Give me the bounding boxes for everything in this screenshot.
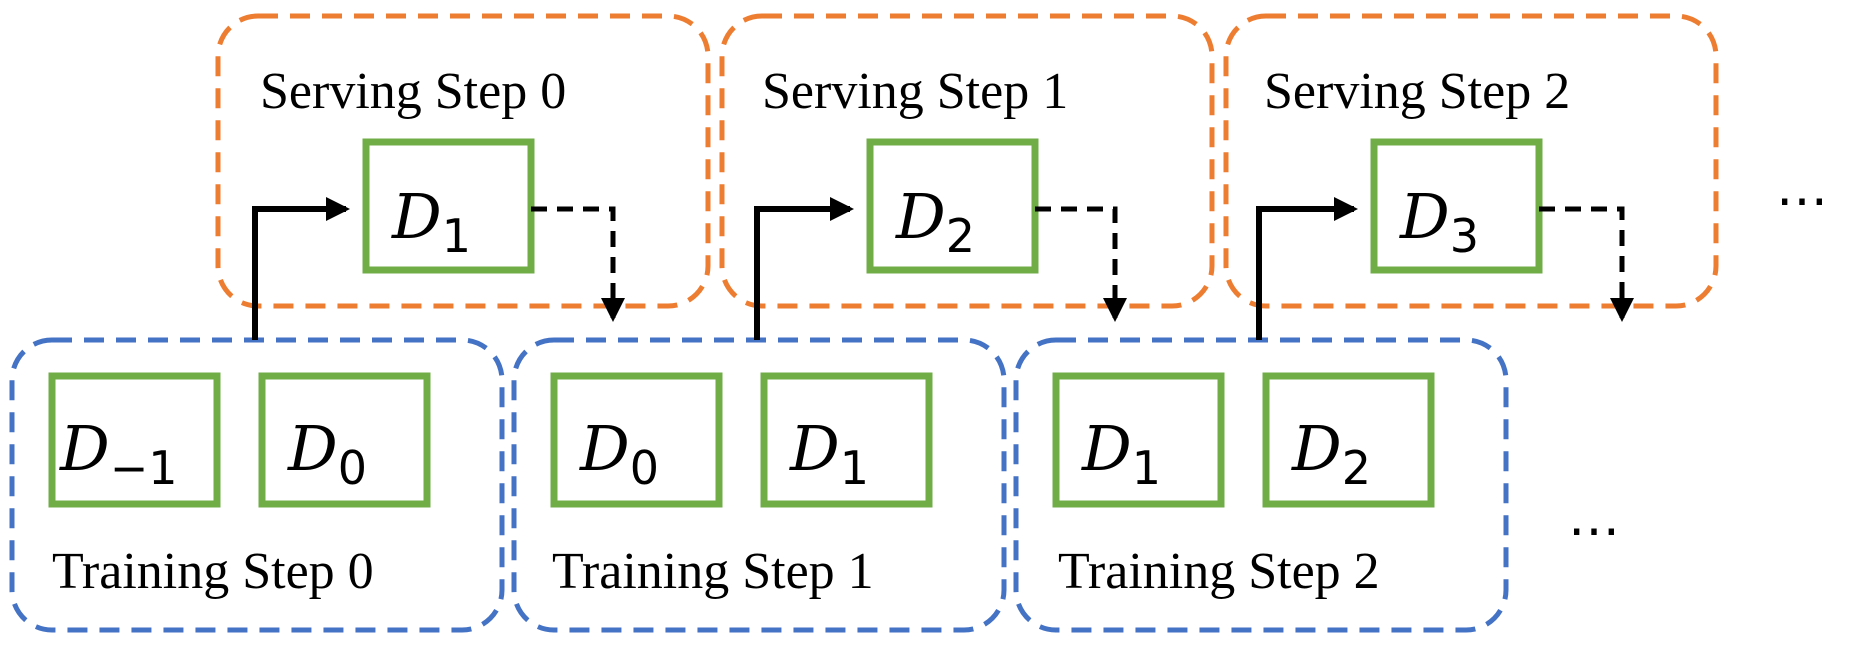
training-continuation-ellipsis: ⋯: [1568, 503, 1620, 560]
training-step-2-label: Training Step 2: [1058, 543, 1380, 600]
training-step-0: D−1 D0 Training Step 0: [9, 337, 505, 633]
serve-0-to-train-1-arrow: [531, 206, 625, 322]
serving-step-0-border: [215, 13, 711, 309]
serving-step-1-border: [719, 13, 1215, 309]
serving-step-2-label: Serving Step 2: [1264, 63, 1570, 120]
training-step-1-label: Training Step 1: [552, 543, 874, 600]
serving-step-2-data-label: D3: [1399, 180, 1479, 263]
train-2-to-serve-2-arrow: [1256, 197, 1358, 340]
serving-step-1: Serving Step 1 D2: [719, 13, 1215, 309]
training-step-1-data-label-1: D1: [789, 412, 869, 495]
train-1-to-serve-1-arrow: [754, 197, 854, 340]
training-step-0-data-label-0: D−1: [59, 412, 178, 495]
serve-2-to-next-arrow: [1539, 206, 1634, 322]
serving-step-1-data-label: D2: [895, 180, 975, 263]
training-step-0-data-label-1: D0: [287, 412, 367, 495]
train-0-to-serve-0-arrow: [252, 197, 350, 340]
serving-step-0-data-label: D1: [391, 180, 471, 263]
training-step-0-data-box-0: [48, 372, 221, 508]
training-step-2-data-box-0: [1052, 372, 1225, 508]
serving-step-1-data-box: [866, 138, 1039, 274]
serving-step-0-label: Serving Step 0: [260, 63, 566, 120]
training-step-0-data-box-1: [258, 372, 431, 508]
serving-step-0-data-box: [362, 138, 535, 274]
training-step-2-data-box-1: [1262, 372, 1435, 508]
serving-step-2: Serving Step 2 D3: [1223, 13, 1719, 309]
serving-step-2-border: [1223, 13, 1719, 309]
serve-1-to-train-2-arrow: [1035, 206, 1127, 322]
training-step-1-data-label-0: D0: [579, 412, 659, 495]
training-step-1-data-box-0: [550, 372, 723, 508]
training-step-2: D1 D2 Training Step 2: [1013, 337, 1509, 633]
training-step-2-data-label-1: D2: [1291, 412, 1371, 495]
serving-step-1-label: Serving Step 1: [762, 63, 1068, 120]
training-step-1: D0 D1 Training Step 1: [511, 337, 1007, 633]
training-step-0-label: Training Step 0: [52, 543, 374, 600]
training-step-1-data-box-1: [760, 372, 933, 508]
training-step-2-data-label-0: D1: [1081, 412, 1161, 495]
serving-step-0: Serving Step 0 D1: [215, 13, 711, 309]
serving-continuation-ellipsis: ⋯: [1776, 173, 1828, 230]
serving-step-2-data-box: [1370, 138, 1543, 274]
